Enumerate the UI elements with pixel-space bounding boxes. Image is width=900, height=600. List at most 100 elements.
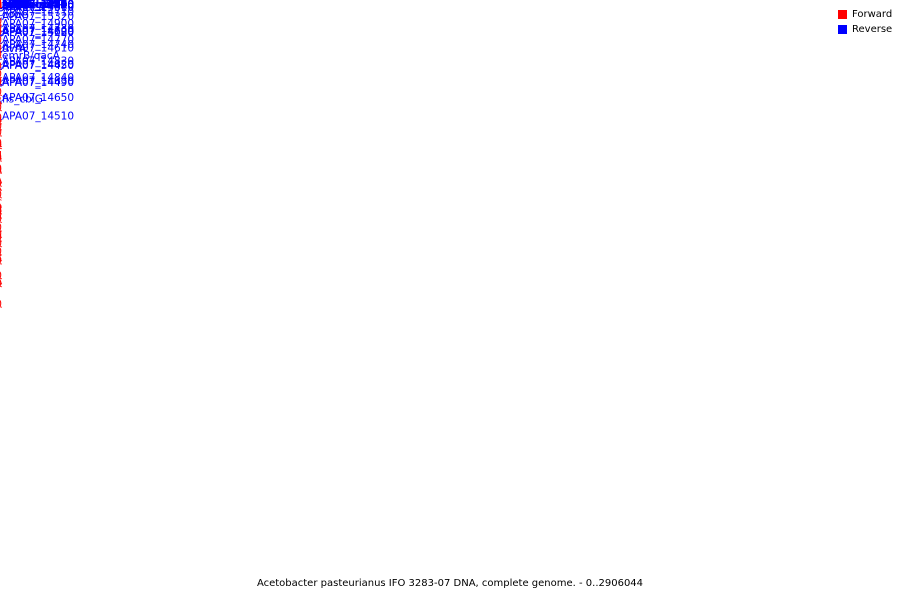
gene-label-reverse: merR (2, 0, 30, 11)
gene-label-reverse: APA07_16430 (2, 0, 74, 11)
gene-label-forward: APA07_14320 (0, 278, 2, 290)
gene-label-forward: APA07_15580 (0, 152, 2, 164)
gene-label-reverse: APA07_15730 (2, 0, 74, 11)
gene-label-reverse: APA07_16140 (2, 0, 74, 11)
gene-label-reverse: APA07_16220 (2, 0, 74, 11)
gene-label-reverse: fecR/pupR (2, 0, 56, 11)
gene-label-reverse: lolD (2, 0, 22, 11)
genome-caption: Acetobacter pasteurianus IFO 3283-07 DNA… (256, 578, 644, 589)
gene-label-reverse: ispDF (2, 0, 31, 11)
gene-label-reverse: ompR (2, 0, 33, 11)
gene-label-forward: hlyA (0, 275, 3, 287)
gene-label-reverse: APA07_15390 (2, 0, 74, 11)
gene-label-forward: APA07_15800 (0, 27, 2, 39)
gene-label-forward: APA07_15550 (0, 127, 2, 139)
legend-swatch-reverse (838, 25, 847, 34)
gene-label-forward: APA07_17560 (0, 0, 2, 11)
gene-label-forward: APA07_18050 (0, 0, 2, 11)
gene-label-forward: APA07_16760 (0, 0, 2, 11)
gene-label-reverse: APA07_14860 (2, 2, 74, 14)
gene-label-reverse: APA07_16630 (2, 0, 74, 11)
gene-label-reverse: APA07_14710 (2, 6, 74, 18)
gene-label-reverse: plsX (2, 0, 24, 11)
gene-label-forward: APA07_15220 (0, 238, 2, 250)
gene-label-forward: smpA/omlA (0, 0, 3, 11)
gene-label-reverse: APA07_15960 (2, 0, 74, 11)
gene-label-forward: APA07_15780 (0, 102, 2, 114)
gene-label-reverse: APA07_17290 (2, 0, 74, 11)
gene-label-forward: APA07_16240 (0, 0, 2, 11)
gene-label-reverse: atp12 (2, 0, 33, 11)
gene-label-forward: APA07_14590 (0, 228, 2, 240)
gene-label-reverse: APA07_15820 (2, 0, 74, 11)
gene-label-reverse: APA07_16740 (2, 0, 74, 11)
gene-label-reverse: APA07_17550 (2, 0, 74, 11)
gene-label-reverse: APA07_16070 (2, 0, 74, 11)
gene-label-forward: tim44 (0, 0, 2, 11)
gene-label-reverse: APA07_17320 (2, 0, 74, 11)
gene-label-reverse: APA07_17080 (2, 0, 74, 11)
gene-label-forward: sirA (0, 174, 3, 186)
gene-label-reverse: APA07_14540 (2, 0, 74, 11)
gene-label-forward: APA07_16180 (0, 86, 2, 98)
gene-label-reverse: ubiHF (2, 0, 32, 11)
gene-label-reverse: asnC (2, 0, 28, 11)
gene-label-reverse: cobH (2, 0, 29, 11)
gene-label-reverse: APA07_15910 (2, 0, 74, 11)
gene-label-reverse: APA07_16570 (2, 0, 74, 11)
gene-label-forward: APA07_16550 (0, 121, 2, 133)
gene-label-forward: APA07_17270 (0, 0, 2, 11)
gene-label-forward: APA07_14990 (0, 209, 2, 221)
gene-label-forward: APA07_16810 (0, 0, 2, 11)
gene-label-reverse: APA07_17570 (2, 0, 74, 11)
gene-label-forward: pmbA/tldD (0, 0, 2, 11)
gene-label-reverse: APA07_17110 (2, 0, 74, 11)
gene-label-forward: APA07_16960 (0, 0, 2, 11)
gene-label-reverse: APA07_16990 (2, 0, 74, 11)
gene-label-reverse: kdpE (2, 0, 28, 11)
gene-label-reverse: APA07_15700 (2, 0, 74, 11)
gene-label-reverse: APA07_16340 (2, 0, 74, 11)
gene-label-reverse: APA07_17250 (2, 0, 74, 11)
gene-label-forward: APA07_16540 (0, 0, 2, 11)
gene-label-reverse: hlyB/msbA (2, 0, 59, 11)
gene-label-reverse: APA07_14610 (2, 42, 74, 54)
gene-label-reverse: APA07_14450 (2, 60, 74, 72)
gene-label-reverse: APA07_15850 (2, 0, 74, 11)
gene-label-reverse: APA07_16410 (2, 0, 74, 11)
gene-label-reverse: APA07_17140 (2, 0, 74, 11)
gene-label-reverse: APA07_16210 (2, 0, 74, 11)
gene-label-forward: APA07_17930 (0, 0, 2, 11)
gene-label-reverse: fcuA (2, 0, 26, 11)
gene-label-forward: APA07_15660 (0, 43, 2, 55)
gene-label-reverse: APA07_16880 (2, 0, 74, 11)
gene-label-reverse: nifU (2, 0, 23, 11)
gene-label-reverse: APA07_15370 (2, 0, 74, 11)
gene-label-forward: APA07_16710 (0, 0, 2, 11)
gene-label-reverse: APA07_16280 (2, 0, 74, 11)
gene-label-reverse: APA07_16420 (2, 0, 74, 11)
gene-label-reverse: APA07_17330 (2, 0, 74, 11)
gene-label-reverse: APA07_15040 (2, 0, 74, 11)
gene-label-reverse: APA07_16380 (2, 0, 74, 11)
gene-label-reverse: fdhD (2, 0, 27, 11)
gene-label-reverse: APA07_14690 (2, 0, 74, 11)
gene-label-reverse: APA07_16680 (2, 0, 74, 11)
gene-label-reverse: APA07_14730 (2, 23, 74, 35)
gene-label-reverse: hu (2, 0, 15, 11)
gene-label-reverse: APA07_17090 (2, 0, 74, 11)
gene-label-reverse: APA07_17590 (2, 0, 74, 11)
gene-label-reverse: APA07_16350 (2, 0, 74, 11)
gene-label-forward: APA07_16060 (0, 0, 2, 11)
gene-label-forward: APA07_15270 (0, 164, 2, 176)
gene-label-reverse: envZ (2, 0, 29, 11)
gene-label-forward: APA07_16150 (0, 0, 2, 11)
gene-label-reverse: APA07_15620 (2, 0, 74, 11)
gene-label-forward: APA07_15290 (0, 222, 2, 234)
gene-label-forward: APA07_15740 (0, 112, 2, 124)
gene-label-reverse: sufS_clpX (2, 0, 52, 11)
gene-label-reverse: APA07_17220 (2, 0, 74, 11)
gene-label-forward: APA07_16050 (0, 49, 2, 61)
gene-label-forward: tetR (0, 181, 2, 193)
